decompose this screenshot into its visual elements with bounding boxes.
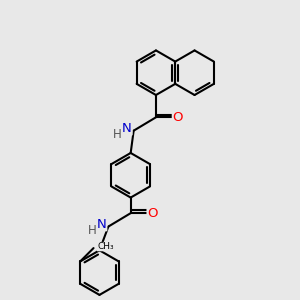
Text: N: N xyxy=(122,122,132,135)
Text: N: N xyxy=(97,218,107,231)
Text: H: H xyxy=(88,224,96,237)
Text: O: O xyxy=(147,207,158,220)
Text: H: H xyxy=(113,128,122,141)
Text: CH₃: CH₃ xyxy=(97,242,114,251)
Text: O: O xyxy=(172,111,183,124)
